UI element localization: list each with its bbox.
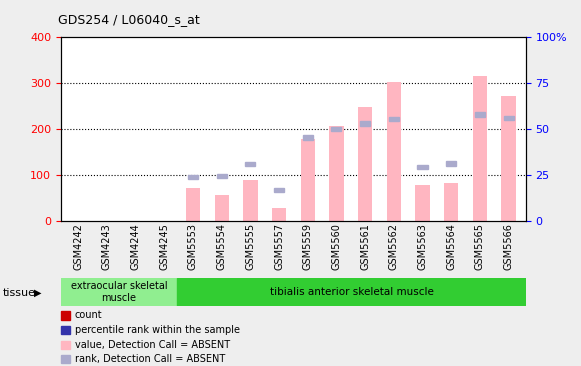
Text: GSM5554: GSM5554 bbox=[217, 223, 227, 270]
Text: ▶: ▶ bbox=[34, 288, 41, 298]
Text: GSM5557: GSM5557 bbox=[274, 223, 284, 270]
Bar bbox=[360, 121, 370, 126]
Bar bbox=[274, 188, 284, 192]
Bar bbox=[475, 112, 485, 116]
Text: GDS254 / L06040_s_at: GDS254 / L06040_s_at bbox=[58, 13, 200, 26]
Bar bbox=[214, 195, 229, 221]
Text: tissue: tissue bbox=[3, 288, 36, 298]
Bar bbox=[418, 165, 428, 169]
Text: extraocular skeletal
muscle: extraocular skeletal muscle bbox=[71, 281, 167, 303]
Bar bbox=[446, 161, 456, 165]
Bar bbox=[389, 116, 399, 121]
Text: GSM5560: GSM5560 bbox=[331, 223, 342, 270]
Text: GSM5566: GSM5566 bbox=[504, 223, 514, 270]
Text: GSM5565: GSM5565 bbox=[475, 223, 485, 270]
Text: GSM5555: GSM5555 bbox=[245, 223, 256, 270]
Bar bbox=[473, 76, 487, 221]
Text: tibialis anterior skeletal muscle: tibialis anterior skeletal muscle bbox=[270, 287, 433, 297]
Bar bbox=[303, 135, 313, 140]
Bar bbox=[331, 127, 342, 131]
Bar bbox=[329, 126, 343, 221]
Text: count: count bbox=[75, 310, 103, 321]
Text: value, Detection Call = ABSENT: value, Detection Call = ABSENT bbox=[75, 340, 230, 350]
Text: GSM4245: GSM4245 bbox=[159, 223, 169, 270]
Bar bbox=[217, 174, 227, 179]
Text: percentile rank within the sample: percentile rank within the sample bbox=[75, 325, 240, 335]
Text: GSM5563: GSM5563 bbox=[418, 223, 428, 270]
Text: GSM4244: GSM4244 bbox=[131, 223, 141, 270]
Text: GSM5553: GSM5553 bbox=[188, 223, 198, 270]
Bar bbox=[415, 186, 430, 221]
Bar bbox=[245, 162, 256, 167]
Text: GSM4243: GSM4243 bbox=[102, 223, 112, 270]
Bar bbox=[188, 175, 198, 179]
Bar bbox=[243, 180, 257, 221]
Text: GSM5559: GSM5559 bbox=[303, 223, 313, 270]
Bar bbox=[386, 82, 401, 221]
Bar bbox=[272, 209, 286, 221]
Text: GSM5561: GSM5561 bbox=[360, 223, 370, 270]
Bar bbox=[177, 278, 526, 306]
Bar bbox=[444, 183, 458, 221]
Bar bbox=[61, 278, 177, 306]
Text: GSM4242: GSM4242 bbox=[73, 223, 83, 270]
Text: rank, Detection Call = ABSENT: rank, Detection Call = ABSENT bbox=[75, 354, 225, 365]
Bar bbox=[300, 139, 315, 221]
Bar bbox=[186, 188, 200, 221]
Bar bbox=[501, 96, 516, 221]
Text: GSM5564: GSM5564 bbox=[446, 223, 456, 270]
Bar bbox=[358, 107, 372, 221]
Text: GSM5562: GSM5562 bbox=[389, 223, 399, 270]
Bar bbox=[504, 116, 514, 120]
